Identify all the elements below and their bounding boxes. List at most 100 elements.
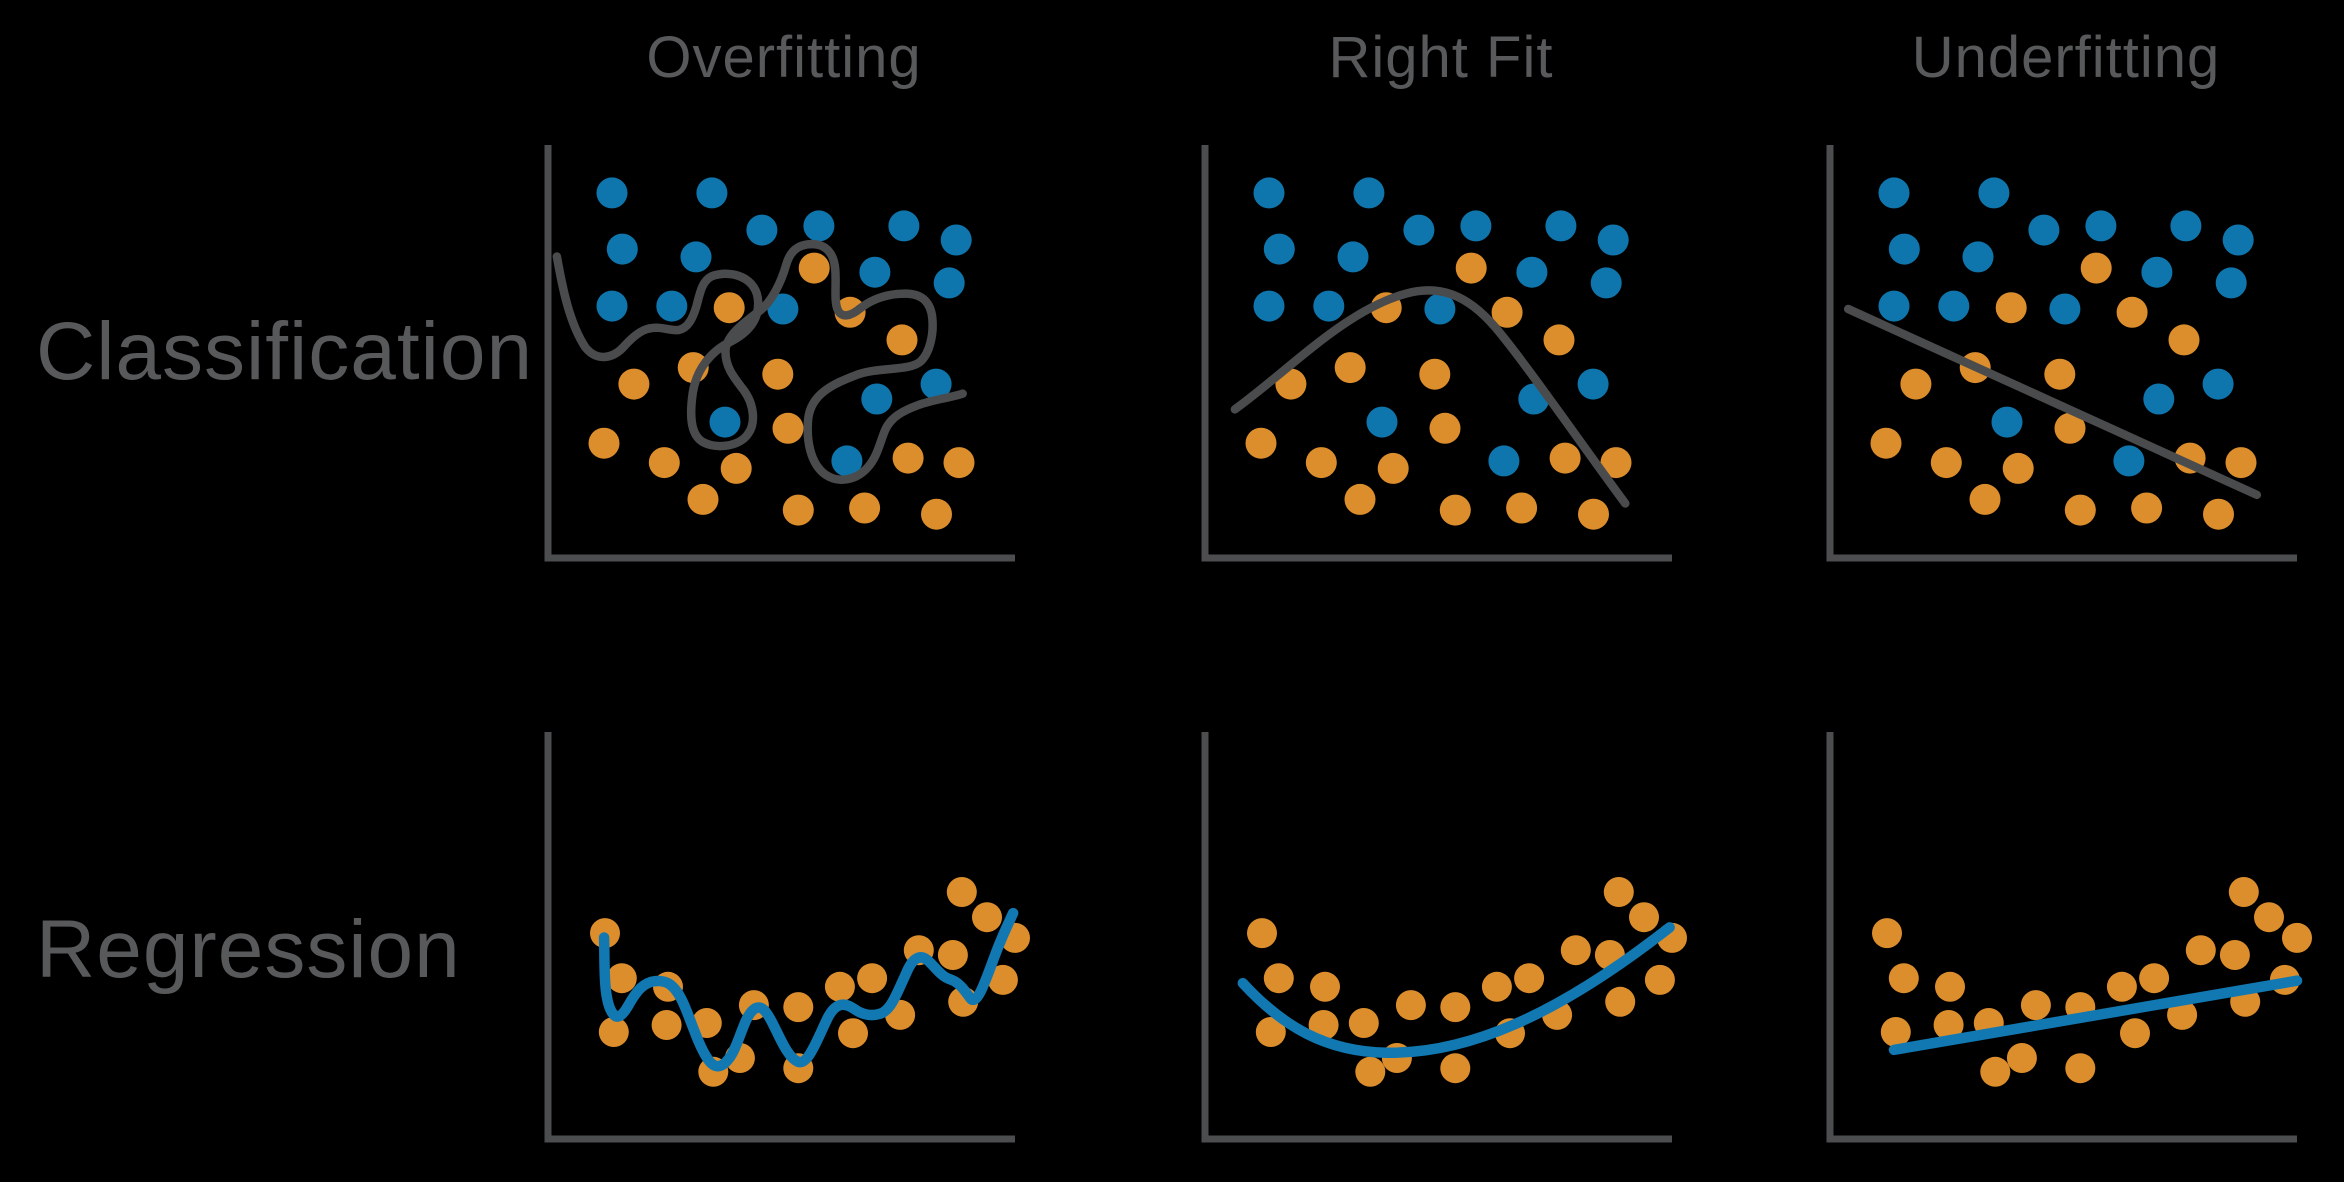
regression-point xyxy=(857,963,888,994)
class-orange-point xyxy=(1506,492,1538,524)
regression-point xyxy=(1603,877,1634,907)
class-blue-point xyxy=(606,233,638,265)
regression-point xyxy=(1395,990,1426,1021)
regression-point xyxy=(972,902,1002,933)
regression-point xyxy=(1440,1053,1471,1084)
class-orange-point xyxy=(648,447,680,479)
plot-classification-right-fit xyxy=(1201,145,1672,562)
regression-point xyxy=(2167,999,2198,1030)
class-orange-point xyxy=(588,427,620,459)
regression-point xyxy=(1933,1010,1964,1040)
class-blue-point xyxy=(1353,177,1385,209)
class-blue-point xyxy=(2028,214,2060,246)
axis xyxy=(1826,732,2297,1143)
class-orange-point xyxy=(1377,452,1409,484)
row-label-regression: Regression xyxy=(36,904,461,995)
column-title-right-fit: Right Fit xyxy=(1328,25,1554,90)
regression-point xyxy=(606,963,637,994)
class-blue-point xyxy=(709,406,741,438)
fit-curve xyxy=(1894,981,2297,1050)
class-orange-point xyxy=(1543,324,1575,356)
regression-point xyxy=(2219,940,2250,970)
class-orange-point xyxy=(1578,498,1609,530)
regression-point xyxy=(1560,935,1591,966)
class-blue-point xyxy=(1253,177,1285,209)
class-blue-point xyxy=(859,256,891,288)
class-blue-point xyxy=(1938,290,1970,322)
class-orange-point xyxy=(1334,352,1366,384)
class-blue-point xyxy=(1263,233,1295,265)
class-blue-point xyxy=(1366,406,1398,438)
class-orange-point xyxy=(1305,447,1337,479)
decision-boundary-curve xyxy=(1235,290,1625,503)
axis xyxy=(544,732,1015,1143)
class-orange-point xyxy=(772,412,804,444)
class-orange-point xyxy=(1969,483,2001,515)
class-blue-point xyxy=(1597,224,1629,256)
class-blue-point xyxy=(596,177,628,209)
class-blue-point xyxy=(1888,233,1920,265)
class-blue-point xyxy=(803,210,835,242)
class-blue-point xyxy=(1460,210,1492,242)
plot-regression-underfitting xyxy=(1826,732,2312,1143)
class-orange-point xyxy=(1439,494,1471,526)
class-orange-point xyxy=(782,494,814,526)
class-blue-point xyxy=(1545,210,1577,242)
class-blue-point xyxy=(2085,210,2117,242)
regression-point xyxy=(937,940,968,970)
regression-point xyxy=(2185,935,2216,966)
class-orange-point xyxy=(713,292,745,324)
regression-point xyxy=(2020,990,2051,1021)
regression-point xyxy=(2254,902,2284,933)
class-orange-point xyxy=(687,483,719,515)
regression-point xyxy=(1644,964,1675,995)
regression-point xyxy=(1514,963,1545,994)
class-blue-point xyxy=(746,214,778,246)
regression-point xyxy=(1355,1056,1386,1087)
class-orange-point xyxy=(1870,427,1902,459)
class-orange-point xyxy=(1429,412,1461,444)
class-blue-point xyxy=(1337,241,1369,273)
class-orange-point xyxy=(720,452,752,484)
regression-point xyxy=(598,1017,629,1047)
class-blue-point xyxy=(656,290,688,322)
class-orange-point xyxy=(2044,358,2076,390)
class-orange-point xyxy=(762,358,794,390)
regression-point xyxy=(1255,1017,1286,1047)
plot-classification-overfitting xyxy=(544,145,1015,562)
class-orange-point xyxy=(618,368,650,400)
class-orange-point xyxy=(1491,296,1523,328)
class-blue-point xyxy=(1878,177,1910,209)
class-orange-point xyxy=(798,252,830,284)
class-blue-point xyxy=(888,210,920,242)
fit-curve xyxy=(604,913,1013,1066)
class-orange-point xyxy=(892,442,924,474)
class-blue-point xyxy=(1403,214,1435,246)
class-orange-point xyxy=(1344,483,1376,515)
class-blue-point xyxy=(1978,177,2010,209)
class-blue-point xyxy=(2141,256,2173,288)
axis xyxy=(1201,732,1672,1143)
regression-point xyxy=(2006,1043,2037,1073)
class-orange-point xyxy=(2080,252,2112,284)
class-blue-point xyxy=(1991,406,2023,438)
column-title-underfitting: Underfitting xyxy=(1911,25,2221,90)
class-blue-point xyxy=(1313,290,1345,322)
class-orange-point xyxy=(2054,412,2086,444)
regression-point xyxy=(1629,902,1659,933)
class-blue-point xyxy=(2049,293,2081,325)
regression-point xyxy=(651,1010,682,1040)
class-blue-point xyxy=(680,241,712,273)
class-orange-point xyxy=(2131,492,2163,524)
regression-point xyxy=(1247,918,1277,949)
class-orange-point xyxy=(1245,427,1277,459)
regression-point xyxy=(987,964,1018,995)
class-orange-point xyxy=(2168,324,2200,356)
regression-point xyxy=(1880,1017,1911,1047)
row-label-classification: Classification xyxy=(36,306,534,397)
regression-point xyxy=(1605,986,1636,1017)
class-blue-point xyxy=(1577,368,1609,400)
class-orange-point xyxy=(886,324,918,356)
regression-point xyxy=(838,1018,868,1049)
